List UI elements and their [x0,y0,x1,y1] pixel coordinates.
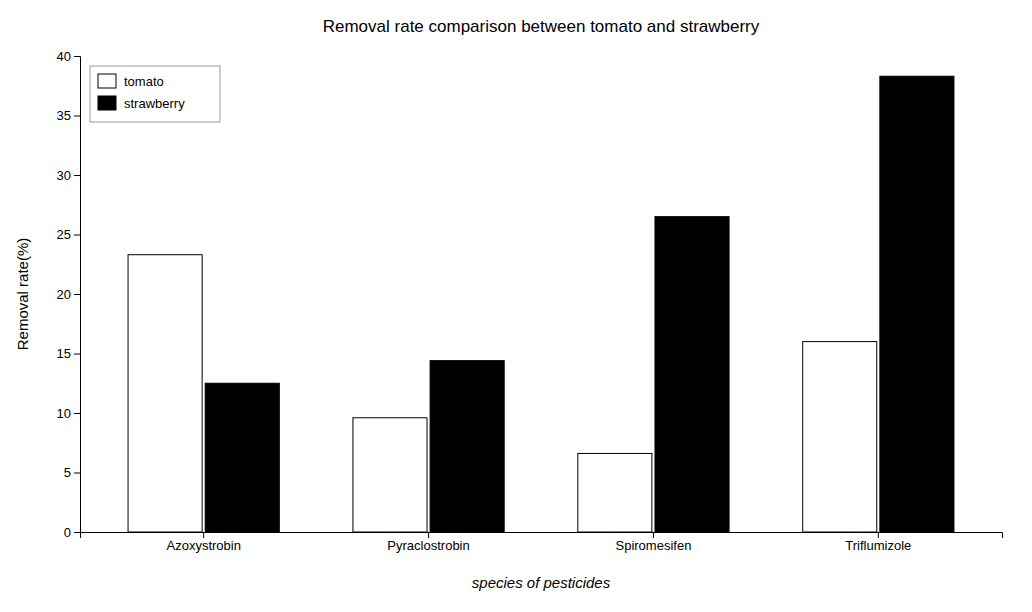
x-tick-label: Azoxystrobin [166,538,240,553]
x-axis-title: species of pesticides [472,574,611,591]
y-tick-label: 40 [57,49,71,64]
bar [880,76,954,532]
legend-swatch [98,74,116,88]
y-tick-mark [74,354,80,355]
y-tick: 5 [64,465,80,480]
bar [128,255,202,532]
x-axis-line [81,533,1003,539]
legend-item: strawberry [98,96,185,111]
y-tick: 40 [57,49,80,64]
legend-box [90,66,220,122]
y-tick-mark [74,56,80,57]
x-tick-mark [878,532,879,538]
x-tick-label: Spiromesifen [616,538,692,553]
legend-swatch [98,96,116,110]
x-tick: Pyraclostrobin [387,532,469,553]
y-tick: 35 [57,108,80,123]
x-tick: Azoxystrobin [166,532,240,553]
y-tick: 30 [57,168,80,183]
plot-area: Azoxystrobin Pyraclostrobin Spiromesifen Tr… [57,49,1003,554]
y-tick-mark [74,473,80,474]
y-tick-label: 0 [64,525,71,540]
bar-series [128,255,877,532]
bar [430,361,504,532]
x-tick-label: Triflumizole [845,538,911,553]
y-tick: 25 [57,227,80,242]
y-tick-label: 15 [57,346,71,361]
x-tick-mark [653,532,654,538]
legend-label: strawberry [124,96,185,111]
bars [128,76,954,532]
legend: tomato strawberry [90,66,220,122]
x-tick: Spiromesifen [616,532,692,553]
y-tick-mark [74,175,80,176]
y-axis-line [74,57,81,533]
x-axis: Azoxystrobin Pyraclostrobin Spiromesifen Tr… [81,532,1003,553]
y-tick-mark [74,116,80,117]
y-tick-mark [74,294,80,295]
y-tick: 0 [64,525,80,540]
bar [353,418,427,532]
bar-series [205,76,954,532]
y-tick: 10 [57,406,80,421]
chart-container: Azoxystrobin Pyraclostrobin Spiromesifen Tr… [0,0,1032,612]
x-tick-label: Pyraclostrobin [387,538,469,553]
chart-svg: Azoxystrobin Pyraclostrobin Spiromesifen Tr… [0,0,1032,612]
y-tick: 15 [57,346,80,361]
y-tick-label: 20 [57,287,71,302]
y-tick-mark [74,235,80,236]
y-tick-label: 10 [57,406,71,421]
bar [578,453,652,532]
y-tick-label: 25 [57,227,71,242]
y-tick-mark [74,532,80,533]
y-axis: 0 5 10 15 20 25 30 35 40 [57,49,81,540]
bar [803,342,877,532]
chart-title: Removal rate comparison between tomato a… [323,17,760,36]
x-tick-mark [428,532,429,538]
y-tick-label: 30 [57,168,71,183]
bar [655,217,729,532]
legend-item: tomato [98,74,164,89]
y-tick-mark [74,413,80,414]
x-tick-mark [203,532,204,538]
y-tick: 20 [57,287,80,302]
y-axis-title: Removal rate(%) [14,238,31,351]
y-tick-label: 35 [57,108,71,123]
y-tick-label: 5 [64,465,71,480]
bar [205,383,279,532]
x-tick: Triflumizole [845,532,911,553]
legend-label: tomato [124,74,164,89]
